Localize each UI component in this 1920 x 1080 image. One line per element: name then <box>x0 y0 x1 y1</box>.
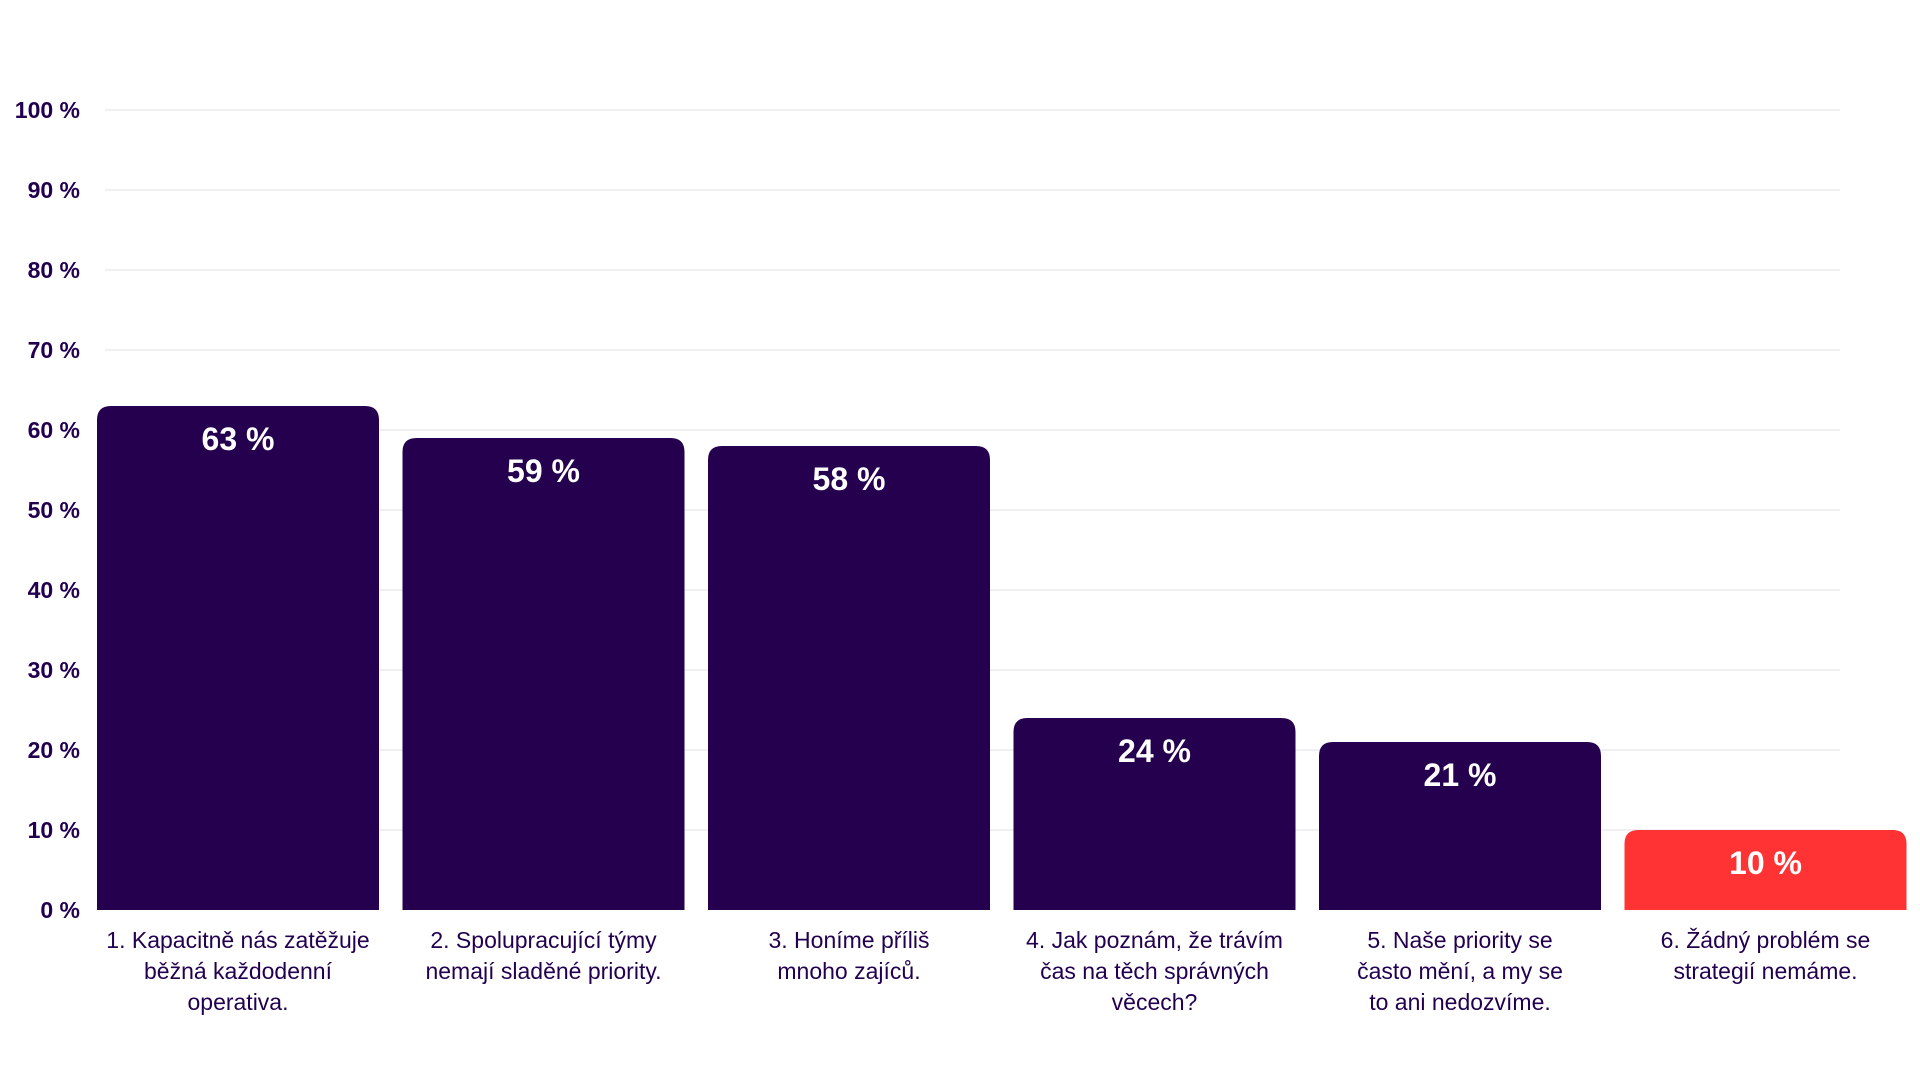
category-label-line: čas na těch správných <box>1040 958 1269 984</box>
y-tick-label: 30 % <box>28 657 80 683</box>
y-tick-label: 80 % <box>28 257 80 283</box>
category-label-line: 3. Honíme příliš <box>768 927 929 953</box>
y-tick-label: 90 % <box>28 177 80 203</box>
category-label-line: běžná každodenní <box>144 958 333 984</box>
y-axis-ticks: 0 % 10 % 20 % 30 % 40 % 50 % 60 % 70 % 80 % 90 % 1… <box>15 97 80 923</box>
category-label-1: 1. Kapacitně nás zatěžuje běžná každodenn… <box>106 927 369 1015</box>
category-label-line: věcech? <box>1112 989 1198 1015</box>
y-tick-label: 50 % <box>28 497 80 523</box>
category-label-line: 2. Spolupracující týmy <box>430 927 657 953</box>
category-label-line: strategií nemáme. <box>1673 958 1857 984</box>
value-label-5: 21 % <box>1424 757 1497 793</box>
bar-5 <box>1319 742 1601 910</box>
bar-3 <box>708 446 990 910</box>
category-label-6: 6. Žádný problém se strategií nemáme. <box>1661 927 1871 984</box>
category-label-4: 4. Jak poznám, že trávím čas na těch sprá… <box>1026 927 1283 1015</box>
y-tick-label: 100 % <box>15 97 80 123</box>
value-label-4: 24 % <box>1118 733 1191 769</box>
bar-6 <box>1624 830 1907 910</box>
value-label-1: 63 % <box>202 421 275 457</box>
category-label-5: 5. Naše priority se často mění, a my se to… <box>1357 927 1563 1015</box>
category-label-3: 3. Honíme příliš mnoho zajíců. <box>768 927 929 984</box>
category-label-line: mnoho zajíců. <box>777 958 920 984</box>
bar-2 <box>402 438 685 910</box>
value-label-2: 59 % <box>507 453 580 489</box>
y-tick-label: 20 % <box>28 737 80 763</box>
category-label-line: 4. Jak poznám, že trávím <box>1026 927 1283 953</box>
category-label-2: 2. Spolupracující týmy nemají sladěné pri… <box>425 927 661 984</box>
category-label-line: často mění, a my se <box>1357 958 1563 984</box>
y-tick-label: 0 % <box>40 897 80 923</box>
y-tick-label: 40 % <box>28 577 80 603</box>
category-label-line: nemají sladěné priority. <box>425 958 661 984</box>
value-labels: 63 % 59 % 58 % 24 % 21 % 10 % <box>202 421 1802 881</box>
y-tick-label: 70 % <box>28 337 80 363</box>
category-label-line: 6. Žádný problém se <box>1661 927 1871 953</box>
bars <box>97 406 1907 910</box>
value-label-6: 10 % <box>1729 845 1802 881</box>
category-label-line: operativa. <box>187 989 288 1015</box>
y-tick-label: 60 % <box>28 417 80 443</box>
category-label-line: to ani nedozvíme. <box>1369 989 1551 1015</box>
y-tick-label: 10 % <box>28 817 80 843</box>
bar-4 <box>1013 718 1296 910</box>
bar-1 <box>97 406 379 910</box>
category-label-line: 5. Naše priority se <box>1367 927 1552 953</box>
category-label-line: 1. Kapacitně nás zatěžuje <box>106 927 369 953</box>
value-label-3: 58 % <box>813 461 886 497</box>
category-labels: 1. Kapacitně nás zatěžuje běžná každodenn… <box>106 927 1870 1015</box>
